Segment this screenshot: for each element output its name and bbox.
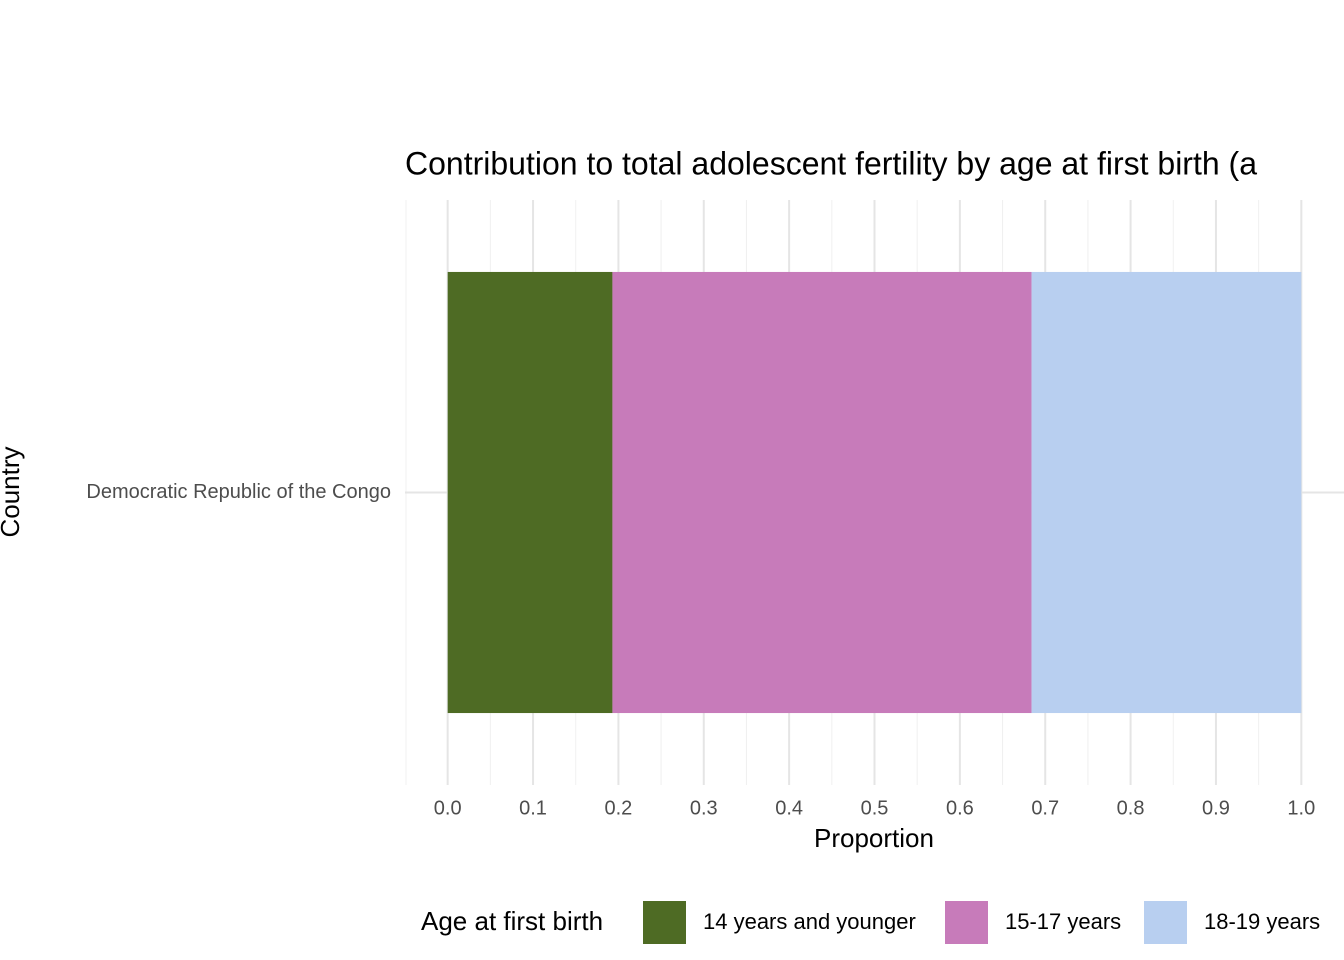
bar-segment: [612, 271, 1032, 714]
legend-label: 14 years and younger: [703, 909, 916, 934]
y-axis-title: Country: [0, 446, 25, 537]
x-tick-label: 0.5: [861, 797, 889, 819]
x-tick-label: 0.0: [434, 797, 462, 819]
legend-key: [643, 901, 686, 944]
legend-title: Age at first birth: [421, 906, 603, 936]
x-tick-label: 0.6: [946, 797, 974, 819]
bar-segment: [1031, 271, 1302, 714]
legend-key: [945, 901, 988, 944]
x-tick-label: 0.2: [605, 797, 633, 819]
x-tick-label: 0.4: [775, 797, 803, 819]
x-tick-label: 0.3: [690, 797, 718, 819]
x-tick-label: 0.9: [1202, 797, 1230, 819]
x-tick-label: 1.0: [1287, 797, 1315, 819]
legend-label: 18-19 years: [1204, 909, 1320, 934]
y-tick-label: Democratic Republic of the Congo: [86, 481, 391, 503]
chart-title: Contribution to total adolescent fertili…: [405, 145, 1257, 181]
x-tick-label: 0.8: [1117, 797, 1145, 819]
x-axis-title: Proportion: [814, 823, 934, 853]
legend-key: [1144, 901, 1187, 944]
x-tick-label: 0.7: [1031, 797, 1059, 819]
x-tick-label: 0.1: [519, 797, 547, 819]
bar-segment: [447, 271, 613, 714]
legend-label: 15-17 years: [1005, 909, 1121, 934]
